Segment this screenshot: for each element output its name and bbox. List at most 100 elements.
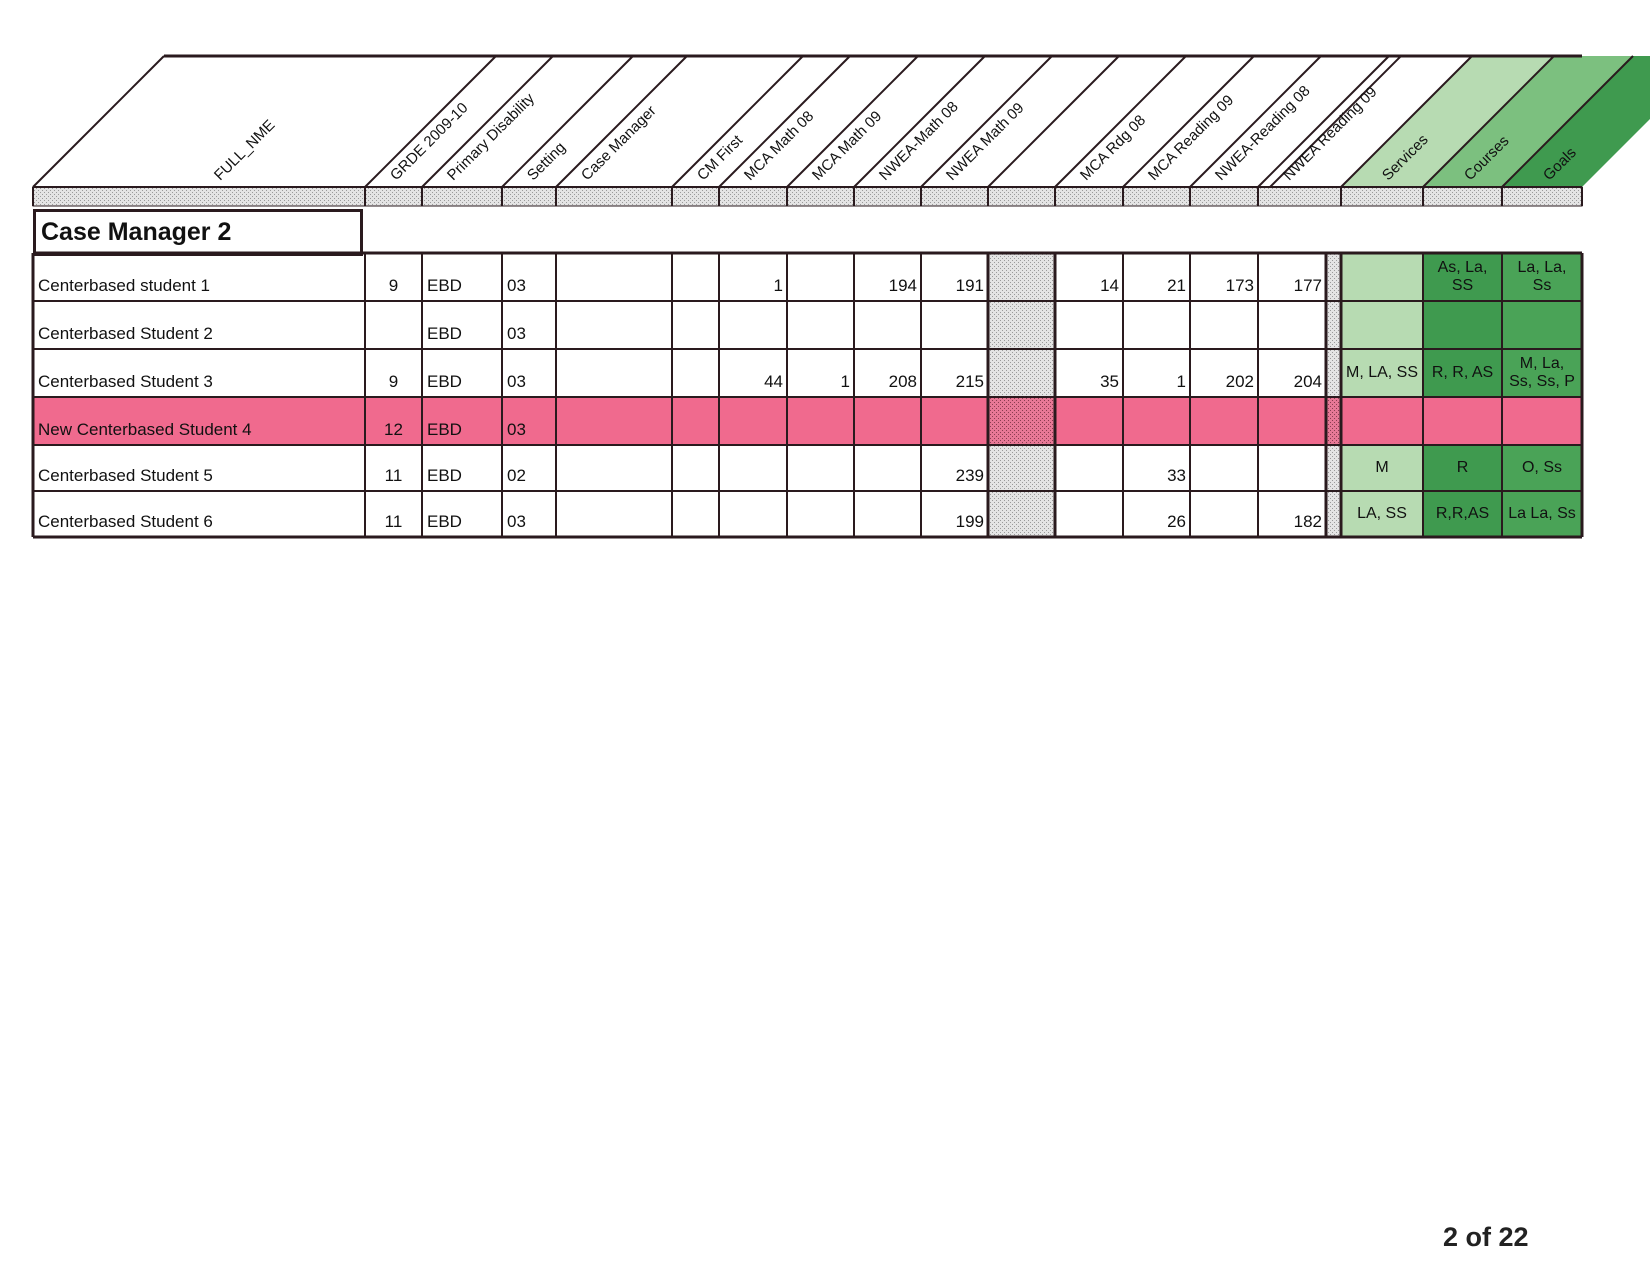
cell-goals: M, La, Ss, Ss, P — [1509, 355, 1575, 390]
cell-nwea-math-08: 194 — [888, 276, 917, 295]
cell-nwea-math-09: 215 — [955, 372, 984, 391]
cell-mca-reading-09: 26 — [1167, 512, 1186, 531]
cell-setting: 02 — [507, 466, 526, 485]
cell-cm-first — [674, 399, 717, 443]
cell-goals — [1504, 303, 1580, 347]
cell-grade: 12 — [384, 420, 403, 439]
cell-services: LA, SS — [1357, 505, 1407, 522]
cell-grade — [367, 303, 420, 347]
cell-goals: La La, Ss — [1508, 505, 1576, 522]
cell-mca-math-09 — [789, 255, 852, 299]
cell-disability: EBD — [427, 420, 462, 439]
cell-grade: 9 — [388, 372, 399, 391]
cell-setting: 03 — [507, 372, 526, 391]
cell-nwea-math-08 — [856, 447, 919, 489]
cell-nwea-reading-08 — [1192, 303, 1256, 347]
cell-nwea-reading-09: 204 — [1293, 372, 1322, 391]
cell-setting: 03 — [507, 276, 526, 295]
cell-cm-first — [674, 447, 717, 489]
cell-mca-math-08 — [721, 493, 785, 535]
cell-services — [1343, 303, 1421, 347]
cell-services — [1343, 255, 1421, 299]
cell-nwea-math-08 — [856, 493, 919, 535]
cell-case-manager — [558, 493, 670, 535]
cell-nwea-reading-09: 182 — [1293, 512, 1322, 531]
cell-cm-first — [674, 351, 717, 395]
cell-nwea-reading-08: 173 — [1225, 276, 1254, 295]
cell-nwea-reading-08: 202 — [1225, 372, 1254, 391]
cell-nwea-math-08: 208 — [888, 372, 917, 391]
cell-mca-reading-09: 1 — [1176, 372, 1186, 391]
cell-case-manager — [558, 303, 670, 347]
cell-case-manager — [558, 399, 670, 443]
cell-nwea-math-08 — [856, 399, 919, 443]
cell-nwea-reading-08 — [1192, 493, 1256, 535]
cell-disability: EBD — [427, 512, 462, 531]
cell-goals — [1504, 399, 1580, 443]
cell-mca-reading-09: 33 — [1167, 466, 1186, 485]
cell-mca-rdg-08: 35 — [1100, 372, 1119, 391]
cell-mca-reading-09 — [1125, 303, 1188, 347]
cell-mca-math-08: 44 — [764, 372, 783, 391]
cell-mca-math-08: 1 — [773, 276, 783, 295]
cell-nwea-reading-09: 177 — [1293, 276, 1322, 295]
cell-name: New Centerbased Student 4 — [38, 420, 252, 439]
page-number: 2 of 22 — [1443, 1222, 1529, 1252]
cell-mca-reading-09 — [1125, 399, 1188, 443]
cell-nwea-reading-09 — [1260, 399, 1324, 443]
cell-mca-math-09 — [789, 399, 852, 443]
cell-courses — [1425, 399, 1500, 443]
cell-mca-math-08 — [721, 447, 785, 489]
cell-services — [1343, 399, 1421, 443]
cell-cm-first — [674, 303, 717, 347]
cell-nwea-reading-09 — [1260, 447, 1324, 489]
cell-mca-math-08 — [721, 399, 785, 443]
cell-courses: As, La, SS — [1437, 259, 1488, 294]
cell-case-manager — [558, 255, 670, 299]
cell-courses: R — [1456, 459, 1469, 476]
cell-setting: 03 — [507, 324, 526, 343]
cell-nwea-reading-09 — [1260, 303, 1324, 347]
cell-nwea-math-09 — [923, 399, 986, 443]
cell-mca-math-09: 1 — [840, 372, 850, 391]
cell-mca-rdg-08 — [1057, 399, 1121, 443]
cell-nwea-math-09: 239 — [955, 466, 984, 485]
cell-setting: 03 — [507, 512, 526, 531]
cell-nwea-reading-08 — [1192, 447, 1256, 489]
section-title: Case Manager 2 — [33, 209, 363, 256]
cell-disability: EBD — [427, 372, 462, 391]
cell-mca-rdg-08: 14 — [1100, 276, 1119, 295]
cell-cm-first — [674, 255, 717, 299]
cell-nwea-math-09: 199 — [955, 512, 984, 531]
cell-grade: 11 — [384, 466, 403, 485]
cell-courses: R,R,AS — [1435, 505, 1490, 522]
cell-grade: 11 — [384, 512, 403, 531]
cell-case-manager — [558, 351, 670, 395]
cell-cm-first — [674, 493, 717, 535]
cell-mca-math-09 — [789, 493, 852, 535]
cell-goals: La, La, Ss — [1517, 259, 1567, 294]
cell-name: Centerbased Student 2 — [38, 324, 213, 343]
cell-courses: R, R, AS — [1431, 364, 1494, 381]
cell-nwea-math-08 — [856, 303, 919, 347]
cell-mca-math-08 — [721, 303, 785, 347]
cell-setting: 03 — [507, 420, 526, 439]
cell-name: Centerbased Student 6 — [38, 512, 213, 531]
cell-mca-rdg-08 — [1057, 493, 1121, 535]
cell-name: Centerbased student 1 — [38, 276, 211, 295]
cell-mca-math-09 — [789, 303, 852, 347]
cell-nwea-math-09: 191 — [955, 276, 984, 295]
cell-goals: O, Ss — [1521, 459, 1562, 476]
cell-nwea-reading-08 — [1192, 399, 1256, 443]
cell-nwea-math-09 — [923, 303, 986, 347]
cell-disability: EBD — [427, 324, 462, 343]
cell-name: Centerbased Student 5 — [38, 466, 213, 485]
cell-services: M — [1375, 459, 1389, 476]
cell-disability: EBD — [427, 276, 462, 295]
cell-services: M, LA, SS — [1345, 364, 1419, 381]
cell-mca-reading-09: 21 — [1167, 276, 1186, 295]
cell-mca-rdg-08 — [1057, 303, 1121, 347]
cell-courses — [1425, 303, 1500, 347]
